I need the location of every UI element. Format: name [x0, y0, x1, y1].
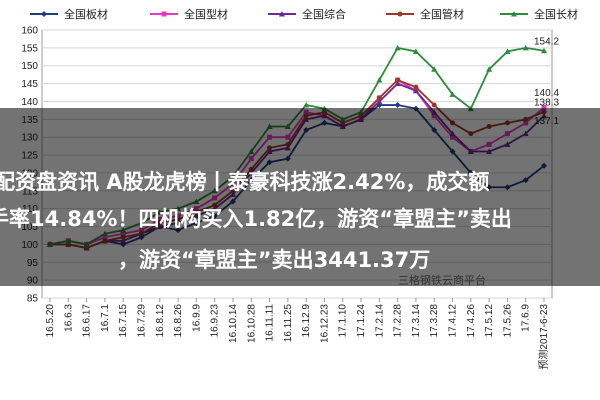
x-tick-label: 16.12.9 [301, 304, 312, 338]
x-tick-label: 16.8.12 [155, 304, 166, 338]
legend-label: 全国板材 [64, 7, 108, 21]
headline-overlay [0, 108, 600, 286]
y-tick-label: 155 [21, 43, 38, 54]
x-tick-label: 16.7.29 [136, 304, 147, 338]
data-point [397, 11, 403, 17]
x-tick-label: 16.8.26 [173, 304, 184, 338]
x-tick-label: 预测2017-6-23 [537, 304, 550, 370]
x-tick-label: 16.10.14 [228, 304, 239, 343]
data-point [303, 102, 310, 108]
y-tick-label: 160 [21, 26, 38, 37]
data-point [394, 80, 401, 87]
legend: 全国板材 全国型材 全国综合 全国管材 全国长材 [30, 7, 578, 21]
x-tick-label: 17.3.28 [429, 304, 440, 338]
end-value-label: 154.2 [534, 37, 559, 48]
data-point [376, 98, 383, 104]
x-tick-label: 16.12.23 [319, 304, 330, 343]
data-point [486, 66, 493, 72]
x-tick-label: 17.1.10 [338, 304, 349, 338]
end-value-label: 140.4 [534, 88, 559, 99]
y-tick-label: 145 [21, 79, 38, 90]
data-point [394, 44, 401, 51]
data-point [511, 11, 517, 17]
x-tick-label: 16.5.20 [45, 304, 56, 338]
headline-line-1[interactable]: 配资盘资讯 A股龙虎榜丨泰豪科技涨2.42%，成交额 [0, 170, 490, 194]
x-tick-label: 17.2.28 [393, 304, 404, 338]
y-tick-label: 140 [21, 97, 38, 108]
legend-label: 全国长材 [534, 7, 578, 21]
data-point [541, 105, 547, 111]
x-tick-label: 16.11.11 [265, 304, 276, 342]
y-tick-label: 150 [21, 61, 38, 72]
x-tick-label: 17.5.26 [502, 304, 513, 338]
data-point [431, 66, 438, 72]
data-point [449, 91, 456, 97]
legend-item: 全国型材 [150, 7, 228, 21]
legend-item: 全国管材 [386, 7, 464, 21]
legend-item: 全国综合 [268, 7, 346, 21]
x-tick-label: 16.9.9 [191, 304, 202, 332]
end-value-label: 138.3 [534, 98, 559, 109]
legend-item: 全国长材 [500, 7, 578, 21]
x-tick-label: 17.3.14 [411, 304, 422, 338]
x-tick-label: 17.5.12 [484, 304, 495, 338]
data-point [161, 11, 167, 17]
x-tick-label: 17.4.26 [466, 304, 477, 338]
x-tick-label: 17.2.14 [374, 304, 385, 338]
data-point [541, 47, 547, 54]
data-point [413, 84, 419, 90]
x-tick-label: 16.11.25 [283, 304, 294, 343]
data-point [41, 11, 47, 17]
x-tick-label: 16.7.15 [118, 304, 129, 338]
x-tick-label: 17.4.12 [448, 304, 459, 338]
y-tick-label: 85 [27, 294, 39, 305]
data-point [431, 102, 437, 108]
x-tick-label: 17.6.9 [521, 304, 532, 332]
legend-label: 全国型材 [184, 7, 228, 21]
data-point [279, 11, 285, 17]
data-point [376, 77, 383, 83]
data-point [504, 48, 511, 54]
watermark: 三格钢铁云商平台 [398, 274, 486, 287]
x-tick-label: 16.7.1 [100, 304, 111, 332]
headline-line-3[interactable]: ，游资“章盟主”卖出3441.37万 [118, 248, 431, 272]
x-tick-label: 16.9.23 [210, 304, 221, 338]
data-point [412, 48, 419, 54]
x-tick-label: 16.10.28 [246, 304, 257, 343]
x-tick-label: 16.6.17 [82, 304, 93, 338]
legend-label: 全国管材 [420, 7, 464, 21]
data-point [412, 87, 419, 94]
legend-label: 全国综合 [302, 7, 346, 21]
data-point [522, 44, 529, 51]
headline-line-2[interactable]: 手率14.84%！四机构买入1.82亿，游资“章盟主”卖出 [0, 207, 512, 231]
legend-item: 全国板材 [30, 7, 108, 21]
data-point [394, 102, 401, 109]
data-point [395, 77, 401, 83]
x-tick-label: 17.1.24 [356, 304, 367, 338]
x-axis-ticks: 16.5.20 16.6.3 16.6.17 16.7.1 16.7.15 16.7.29… [45, 298, 550, 370]
data-point [376, 95, 382, 101]
x-tick-label: 16.6.3 [63, 304, 74, 332]
